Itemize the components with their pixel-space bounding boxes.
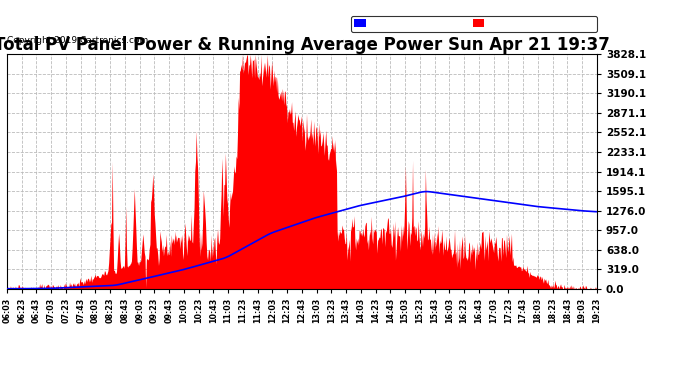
Title: Total PV Panel Power & Running Average Power Sun Apr 21 19:37: Total PV Panel Power & Running Average P… [0, 36, 610, 54]
Legend: Average  (DC Watts), PV Panels  (DC Watts): Average (DC Watts), PV Panels (DC Watts) [351, 16, 597, 32]
Text: Copyright 2019 Cartronics.com: Copyright 2019 Cartronics.com [7, 36, 148, 45]
